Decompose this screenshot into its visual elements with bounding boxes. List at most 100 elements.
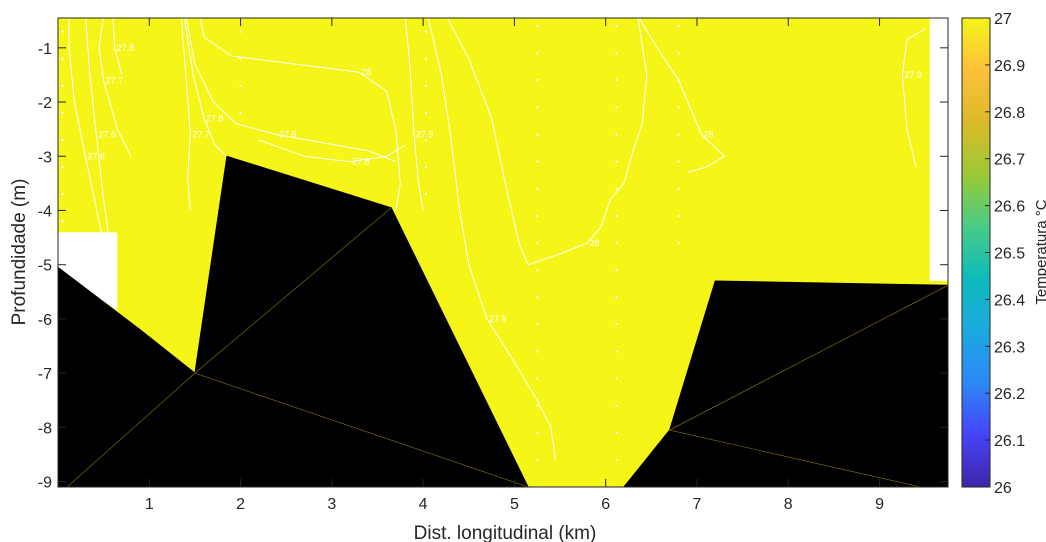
mesh-edge — [194, 372, 529, 487]
sample-point — [424, 111, 428, 115]
sample-point — [536, 350, 539, 353]
contour-line — [180, 18, 191, 211]
sample-point — [615, 187, 618, 190]
y-tick-label: -1 — [38, 41, 52, 58]
sample-point — [424, 165, 428, 169]
contour-label: 27.7 — [106, 75, 124, 85]
sample-point — [239, 30, 242, 33]
contour-label: 27.8 — [352, 157, 370, 167]
sample-point — [536, 79, 539, 82]
sample-point — [615, 350, 618, 353]
sample-point — [536, 431, 539, 434]
colorbar-tick-label: 26.2 — [994, 386, 1025, 403]
contour-line — [98, 18, 132, 157]
contour-line — [183, 18, 228, 157]
sample-point — [536, 187, 539, 190]
y-tick-label: -4 — [38, 203, 52, 220]
bathymetry-polygon — [623, 280, 948, 487]
contour-label: 27.8 — [206, 113, 224, 123]
sample-point — [536, 214, 539, 218]
x-tick-label: 3 — [327, 496, 336, 513]
colorbar-tick-label: 26 — [994, 480, 1012, 497]
contour-label: 27.9 — [279, 130, 297, 140]
contour-line — [446, 18, 648, 266]
x-tick-label: 1 — [145, 496, 154, 513]
y-tick-label: -6 — [38, 312, 52, 329]
y-tick-label: -8 — [38, 420, 52, 437]
contour-label: 27.9 — [904, 70, 922, 80]
sample-point — [677, 241, 680, 245]
contour-label: 28 — [589, 238, 599, 248]
contour-lines: 27.6 27.6 27.7 27.8 27.7 27.8 27.9 27.8 28 27.9 27… — [68, 18, 926, 460]
sample-point — [615, 404, 618, 407]
colorbar-tick-label: 26.8 — [994, 105, 1025, 122]
contour-label: 27.6 — [87, 151, 105, 161]
sample-point — [424, 84, 428, 87]
sample-point — [615, 431, 618, 434]
contour-line — [901, 28, 926, 168]
x-tick-label: 5 — [510, 496, 519, 513]
x-tick-label: 2 — [236, 496, 245, 513]
sample-point — [61, 57, 64, 60]
sample-point — [677, 133, 680, 136]
contour-label: 28 — [361, 67, 371, 77]
contour-label: 27.9 — [416, 130, 434, 140]
contour-label: 27.9 — [489, 314, 507, 324]
mesh-edge — [669, 285, 948, 431]
sample-point — [424, 30, 428, 33]
sample-point — [536, 106, 539, 109]
contour-label: 27.8 — [117, 43, 135, 53]
x-tick-label: 4 — [419, 496, 428, 513]
y-tick-label: -2 — [38, 95, 52, 112]
sample-point — [615, 268, 618, 272]
sample-point — [536, 323, 539, 326]
plot-frame — [57, 17, 949, 488]
mesh-edge — [669, 429, 921, 487]
sample-point — [536, 133, 539, 136]
axes: 1 2 3 4 5 6 7 8 9 -1 -2 -3 -4 -5 -6 -7 -8 -9 — [38, 17, 949, 513]
sample-point — [536, 268, 539, 272]
contour-line — [427, 18, 556, 460]
contour-line — [404, 18, 424, 211]
sample-point — [61, 193, 64, 196]
bathymetry-mask — [58, 155, 948, 487]
sample-point — [61, 111, 64, 115]
bathymetry-polygon — [58, 155, 529, 487]
sample-point — [677, 214, 680, 218]
sample-point — [239, 84, 242, 87]
contour-line — [85, 18, 109, 233]
colorbar: 26 26.1 26.2 26.3 26.4 26.5 26.6 26.7 26.8 26.9 27 — [961, 11, 1025, 497]
colorbar-title: Temperatura °C — [1033, 199, 1046, 304]
sample-point — [615, 214, 618, 218]
colorbar-tick-label: 26.3 — [994, 339, 1025, 356]
sample-point — [615, 241, 618, 245]
colorbar-tick-label: 26.1 — [994, 433, 1025, 450]
contour-line — [638, 18, 726, 173]
sample-points — [61, 24, 680, 462]
sample-point — [615, 160, 618, 163]
x-tick-label: 6 — [601, 496, 610, 513]
sample-point — [677, 187, 680, 190]
contour-label: 27.7 — [192, 130, 210, 140]
y-tick-label: -5 — [38, 258, 52, 275]
sample-point — [677, 160, 680, 163]
no-data-regions — [58, 18, 948, 311]
colorbar-tick-label: 26.6 — [994, 199, 1025, 216]
contour-label: 27.6 — [98, 130, 116, 140]
sample-point — [61, 165, 64, 169]
sample-point — [536, 296, 539, 299]
contour-line — [258, 139, 406, 163]
sample-point — [424, 57, 428, 60]
sample-point — [615, 133, 618, 136]
sample-point — [677, 106, 680, 109]
sample-point — [536, 377, 539, 380]
sample-point — [677, 52, 680, 55]
colorbar-tick-label: 27 — [994, 11, 1012, 28]
colorbar-tick-label: 26.9 — [994, 58, 1025, 75]
y-axis-title: Profundidade (m) — [9, 179, 30, 326]
colorbar-tick-label: 26.4 — [994, 292, 1025, 309]
sample-point — [615, 79, 618, 82]
colorbar-tick-label: 26.7 — [994, 152, 1025, 169]
sample-point — [615, 52, 618, 55]
sample-point — [677, 79, 680, 82]
